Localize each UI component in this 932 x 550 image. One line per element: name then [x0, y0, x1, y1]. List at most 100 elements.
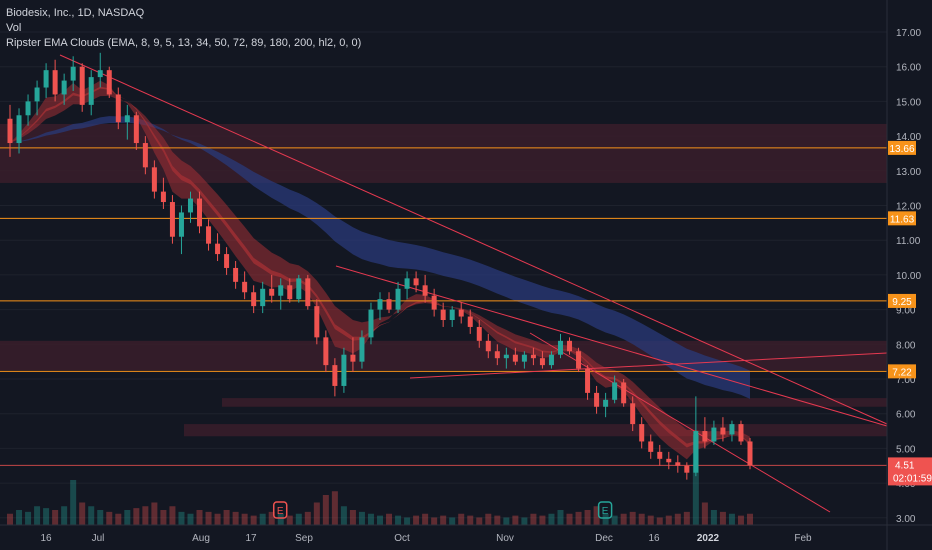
- candle-body: [16, 115, 22, 144]
- candle-body: [52, 70, 58, 95]
- price-tick-label: 8.00: [896, 340, 916, 351]
- volume-bar: [395, 515, 402, 525]
- volume-bar: [467, 515, 474, 525]
- candle-body: [594, 392, 600, 407]
- candle-body: [34, 87, 40, 102]
- indicator-label[interactable]: Ripster EMA Clouds (EMA, 8, 9, 5, 13, 34…: [6, 37, 362, 49]
- time-tick-label: Dec: [595, 533, 613, 544]
- candle-body: [224, 254, 230, 268]
- volume-bar: [701, 502, 708, 525]
- volume-bar: [476, 517, 483, 525]
- candle-body: [233, 267, 239, 282]
- candle-body: [323, 337, 329, 366]
- volume-bar: [747, 513, 753, 525]
- candle-body: [287, 285, 293, 300]
- price-tick-label: 6.00: [896, 410, 916, 421]
- volume-bar: [34, 506, 41, 525]
- volume-bar: [16, 510, 23, 525]
- last-price-badge: [888, 457, 932, 486]
- level-badge: [888, 364, 916, 379]
- time-tick-label: Feb: [794, 533, 812, 544]
- volume-bar: [512, 515, 519, 525]
- volume-bar: [313, 502, 320, 525]
- candle-body: [684, 465, 690, 473]
- volume-bar: [413, 515, 420, 525]
- volume-bar: [404, 517, 411, 525]
- volume-bar: [530, 513, 537, 525]
- candle-body: [97, 70, 103, 78]
- price-tick-label: 17.00: [896, 28, 921, 39]
- time-tick-label: 17: [245, 533, 257, 544]
- level-badge-label: 9.25: [892, 297, 912, 308]
- time-tick-label: Oct: [394, 533, 410, 544]
- candle-body: [395, 288, 401, 310]
- candle-body: [377, 299, 383, 310]
- volume-bar: [548, 513, 555, 525]
- time-tick-label: 16: [648, 533, 660, 544]
- volume-bar: [151, 502, 158, 525]
- trend-line: [59, 54, 888, 425]
- volume-label[interactable]: Vol: [6, 22, 22, 34]
- chart-legend: Biodesix, Inc., 1D, NASDAQ Vol Ripster E…: [6, 6, 361, 51]
- candle-body: [612, 382, 618, 400]
- volume-bar: [665, 515, 672, 525]
- volume-bar: [70, 480, 77, 525]
- price-tick-label: 5.00: [896, 444, 916, 455]
- volume-bar: [575, 511, 582, 525]
- volume-bar: [223, 510, 230, 525]
- candle-body: [711, 427, 717, 442]
- candle-body: [251, 292, 257, 307]
- volume-bar: [25, 511, 32, 525]
- earnings-marker-label: E: [602, 506, 609, 517]
- volume-bar: [503, 517, 510, 525]
- candle-body: [458, 309, 464, 317]
- resistance-zone: [0, 123, 887, 183]
- symbol-title[interactable]: Biodesix, Inc., 1D, NASDAQ: [6, 7, 145, 19]
- price-tick-label: 10.00: [896, 271, 921, 282]
- candle-body: [666, 458, 672, 463]
- volume-bar: [683, 511, 690, 525]
- volume-bar: [124, 510, 131, 525]
- price-tick-label: 11.00: [896, 236, 921, 247]
- candle-body: [675, 462, 681, 466]
- candle-body: [160, 191, 166, 203]
- candle-body: [368, 309, 374, 338]
- volume-bar: [61, 506, 68, 525]
- candle-body: [639, 424, 645, 442]
- volume-bar: [358, 511, 365, 525]
- volume-bar: [142, 506, 149, 525]
- candle-body: [386, 299, 392, 310]
- volume-bar: [539, 515, 546, 525]
- candle-body: [215, 243, 221, 255]
- volume-bar: [620, 513, 627, 525]
- volume-bar: [331, 491, 338, 525]
- volume-bar: [647, 515, 654, 525]
- volume-bar: [494, 515, 501, 525]
- volume-bar: [367, 513, 374, 525]
- resistance-zone: [222, 398, 887, 407]
- earnings-marker: [272, 501, 288, 519]
- price-tick-label: 7.00: [896, 375, 916, 386]
- volume-bar: [584, 510, 591, 525]
- candle-body: [79, 66, 85, 105]
- earnings-marker: [597, 501, 613, 519]
- candle-body: [151, 167, 157, 192]
- volume-bar: [205, 511, 212, 525]
- candle-body: [413, 278, 419, 286]
- candle-body: [485, 340, 491, 352]
- volume-bar: [133, 508, 140, 525]
- countdown-label: 02:01:59: [893, 473, 932, 484]
- candle-body: [567, 340, 573, 352]
- volume-bar: [196, 510, 203, 525]
- price-tick-label: 16.00: [896, 63, 921, 74]
- level-badge-label: 11.63: [890, 214, 915, 225]
- candle-body: [512, 354, 518, 362]
- price-tick-label: 3.00: [896, 514, 916, 525]
- price-tick-label: 12.00: [896, 202, 921, 213]
- level-badge: [888, 140, 916, 155]
- volume-bar: [422, 513, 429, 525]
- volume-bar: [232, 511, 239, 525]
- volume-bar: [169, 506, 176, 525]
- candle-body: [585, 368, 591, 393]
